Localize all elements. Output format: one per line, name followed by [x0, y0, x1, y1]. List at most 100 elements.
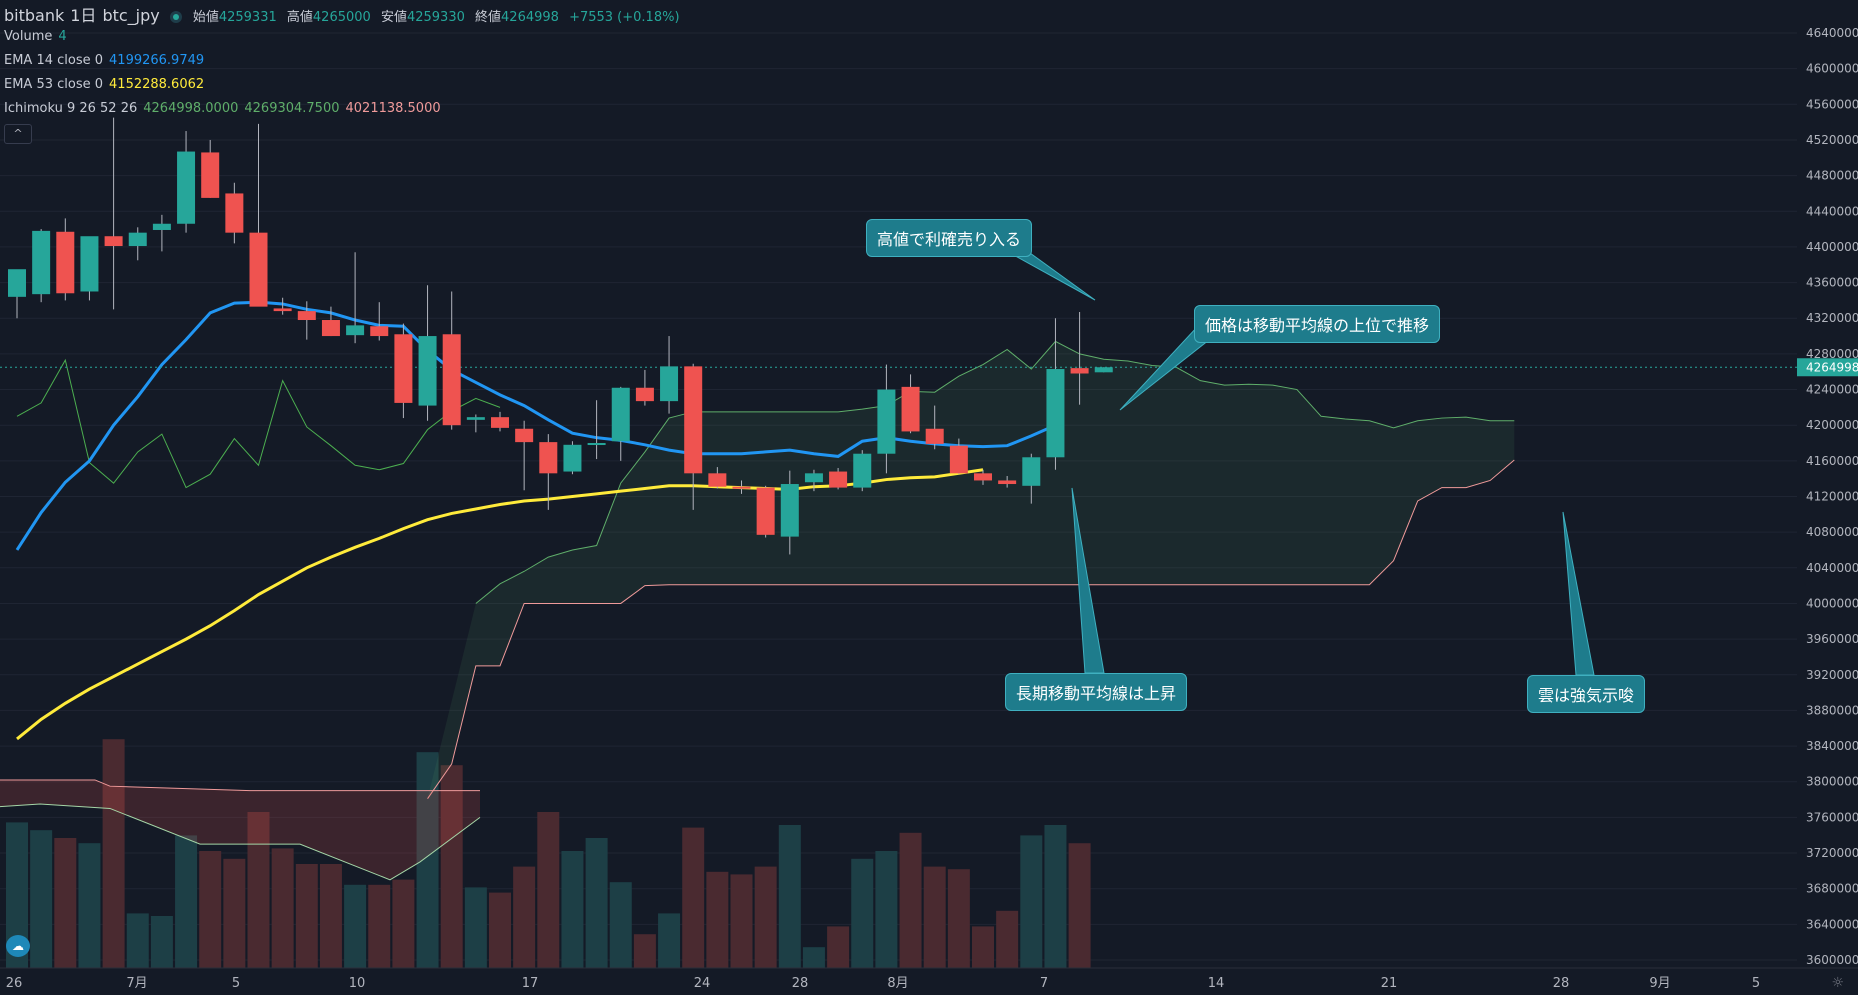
change-value: +7553 (+0.18%)	[569, 10, 680, 25]
candle	[829, 467, 848, 490]
time-axis[interactable]: 26 7月 5 10 17 24 28 8月 7 14 21 28 9月 5	[0, 967, 1858, 995]
volume-bar	[199, 851, 222, 968]
close-label: 終値	[475, 10, 502, 25]
pointer-bullish-cloud	[1562, 511, 1595, 676]
price-tick-label: 3960000	[1806, 632, 1858, 646]
candle-body	[925, 428, 944, 444]
candle-body	[104, 236, 123, 247]
span-b-line	[427, 459, 1515, 799]
volume-bar	[1044, 825, 1067, 968]
annotation-profit-taking[interactable]: 高値で利確売り入る	[866, 219, 1033, 257]
grid-lines	[0, 32, 1797, 961]
volume-bar	[247, 812, 270, 968]
annotation-long-ma-rising[interactable]: 長期移動平均線は上昇	[1005, 673, 1188, 711]
candle	[756, 485, 775, 538]
candle-body	[853, 453, 872, 488]
volume-bar	[778, 825, 801, 968]
volume-legend[interactable]: Volume 4	[4, 29, 73, 44]
volume-bar	[223, 858, 246, 968]
candle-body	[684, 366, 703, 474]
price-tick-label: 4520000	[1806, 133, 1858, 147]
price-tick-label: 4000000	[1806, 596, 1858, 610]
past-span-b-line	[0, 779, 480, 792]
volume-bar	[295, 864, 318, 968]
lagging-span-line	[16, 358, 501, 489]
volume-bar	[6, 822, 28, 968]
volume-bar	[802, 947, 825, 968]
last-price-badge	[1797, 358, 1858, 377]
candlesticks[interactable]	[8, 117, 1113, 555]
ema14-legend[interactable]: EMA 14 close 0 4199266.9749	[4, 53, 210, 68]
candle	[732, 480, 751, 494]
candle	[346, 252, 365, 344]
ema53-label: EMA 53 close 0	[4, 77, 104, 92]
candle	[877, 364, 896, 474]
time-tick-label: 7	[1040, 976, 1048, 991]
interval-label[interactable]: 1日	[70, 6, 97, 25]
price-tick-label: 3600000	[1806, 953, 1858, 967]
high-value: 4265000	[312, 10, 371, 25]
ema53-legend[interactable]: EMA 53 close 0 4152288.6062	[4, 77, 210, 92]
volume-bar	[54, 838, 77, 968]
time-tick-label: 5	[1752, 976, 1760, 991]
candle	[32, 229, 51, 303]
candle-body	[297, 311, 316, 321]
candle-body	[1022, 457, 1041, 486]
volume-bar	[30, 830, 53, 968]
candle-body	[370, 326, 389, 337]
tradingview-logo-icon: ☁	[6, 935, 30, 957]
gear-icon[interactable]: ☼	[1831, 975, 1844, 991]
volume-bar	[1020, 835, 1043, 968]
price-tick-label: 3640000	[1806, 917, 1858, 931]
collapse-legend-button[interactable]: ^	[4, 124, 32, 144]
candle	[177, 131, 196, 233]
pointer-profit-taking	[1009, 252, 1096, 301]
candle	[249, 123, 268, 307]
volume-bar	[464, 887, 487, 968]
candle-body	[321, 320, 340, 337]
ichimoku-legend[interactable]: Ichimoku 9 26 52 26 4264998.0000 4269304.7…	[4, 101, 447, 116]
candle	[370, 302, 389, 341]
volume-bar	[706, 871, 729, 968]
candle	[56, 218, 75, 301]
candle-body	[1046, 369, 1065, 458]
candle-body	[756, 487, 775, 535]
ema53-line	[16, 468, 984, 741]
volume-bar	[827, 926, 850, 968]
candle	[660, 336, 679, 414]
candle-body	[708, 473, 727, 487]
candle-body	[1070, 368, 1089, 374]
candle-body	[8, 269, 26, 297]
price-tick-label: 3840000	[1806, 739, 1858, 753]
candle	[853, 450, 872, 492]
volume-bar	[102, 739, 125, 968]
price-tick-label: 4640000	[1806, 26, 1858, 40]
symbol-name[interactable]: btc_jpy	[102, 6, 160, 25]
candle	[1070, 311, 1089, 405]
open-value: 4259331	[218, 10, 277, 25]
candle	[321, 306, 340, 337]
past-cloud-fill	[0, 779, 480, 880]
candle	[1046, 318, 1065, 470]
price-axis[interactable]: 3600000 3640000 3680000 3720000 3760000 38000…	[1797, 0, 1858, 995]
candle	[901, 374, 920, 434]
candle	[394, 323, 413, 419]
volume-bar	[175, 835, 198, 968]
volume-bar	[972, 926, 994, 968]
annotation-price-above-ma[interactable]: 価格は移動平均線の上位で推移	[1194, 305, 1441, 343]
volume-value: 4	[58, 29, 67, 44]
candle	[563, 441, 582, 475]
annotation-bullish-cloud[interactable]: 雲は強気示唆	[1527, 675, 1646, 713]
candle-body	[611, 387, 630, 442]
volume-bar	[392, 879, 415, 968]
volume-bar	[658, 913, 681, 968]
time-tick-label: 24	[694, 976, 711, 991]
candle-body	[442, 334, 461, 426]
market-status-icon	[169, 10, 182, 23]
time-tick-label: 17	[522, 976, 539, 991]
candle-body	[177, 151, 196, 224]
price-tick-label: 4400000	[1806, 240, 1858, 254]
last-price-label: 4264998	[1806, 360, 1858, 374]
candle-body	[998, 480, 1017, 485]
